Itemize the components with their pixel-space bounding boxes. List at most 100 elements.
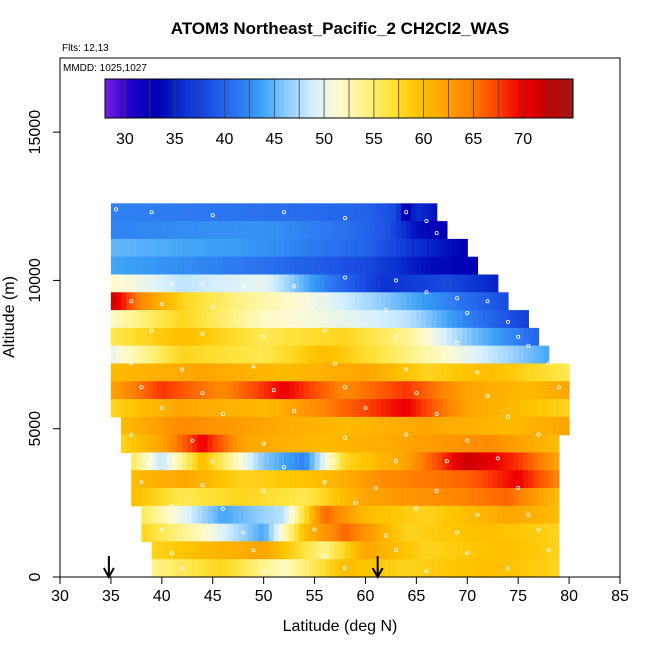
heatmap-cell [309,399,316,418]
heatmap-cell [161,381,168,400]
heatmap-cell [177,488,183,507]
heatmap-cell [156,452,163,471]
heatmap-cell [370,256,377,276]
heatmap-cell [360,399,367,418]
heatmap-cell [518,381,524,400]
heatmap-cell [523,416,529,436]
heatmap-cell [294,345,300,365]
colorbar-segment [155,79,161,118]
heatmap-cell [457,559,463,578]
heatmap-cell [431,452,438,471]
heatmap-cell [110,310,117,329]
heatmap-cell [553,559,560,578]
colorbar-segment [385,79,391,118]
heatmap-cell [477,559,484,578]
heatmap-cell [294,452,300,471]
heatmap-cell [126,203,132,222]
heatmap-cell [217,292,224,311]
heatmap-cell [345,488,351,507]
heatmap-cell [401,541,407,560]
heatmap-cell [233,363,239,382]
heatmap-cell [416,434,423,454]
heatmap-cell [457,434,463,454]
heatmap-cell [380,523,387,543]
sample-point [322,480,327,485]
heatmap-cell [406,470,412,489]
heatmap-cell [482,452,489,471]
heatmap-cell [248,345,255,365]
heatmap-cell [278,434,285,454]
heatmap-cell [365,327,372,347]
heatmap-cell [314,416,321,436]
heatmap-cell [212,488,219,507]
heatmap-cell [151,310,158,329]
heatmap-cell [141,523,148,543]
heatmap-cell [253,416,260,436]
heatmap-cell [558,363,565,382]
heatmap-cell [268,363,275,382]
heatmap-cell [273,327,280,347]
heatmap-cell [396,470,402,489]
heatmap-cell [319,434,326,454]
heatmap-cell [319,399,326,418]
heatmap-cell [360,256,367,276]
heatmap-cell [212,505,219,525]
heatmap-cell [263,310,270,329]
heatmap-cell [370,345,377,365]
heatmap-cell [172,434,178,454]
heatmap-cell [202,327,209,347]
heatmap-cell [263,203,270,222]
colorbar-segment [510,79,515,118]
heatmap-cell [436,381,443,400]
heatmap-cell [324,327,331,347]
heatmap-cell [508,470,514,489]
heatmap-cell [228,452,234,471]
heatmap-cell [273,203,280,222]
heatmap-cell [263,256,270,276]
sample-point [180,566,185,571]
heatmap-cell [334,310,341,329]
heatmap-cell [477,434,484,454]
colorbar-segment [389,79,395,118]
heatmap-cell [502,452,509,471]
sample-point [393,548,398,553]
heatmap-cell [177,470,183,489]
heatmap-cell [182,523,188,543]
heatmap-cell [151,523,158,543]
heatmap-cell [182,274,188,293]
heatmap-cell [304,381,311,400]
heatmap-cell [161,452,168,471]
sample-point [526,512,531,517]
heatmap-cell [161,292,168,311]
heatmap-cell [446,345,453,365]
heatmap-cell [217,434,224,454]
heatmap-cell [156,523,163,543]
heatmap-cell [319,381,326,400]
heatmap-cell [258,274,265,293]
heatmap-cell [523,363,529,382]
heatmap-cell [528,523,535,543]
heatmap-cell [156,274,163,293]
heatmap-cell [273,345,280,365]
heatmap-cell [462,434,468,454]
heatmap-cell [222,541,229,560]
heatmap-cell [248,203,255,222]
heatmap-cell [156,541,163,560]
heatmap-cell [472,452,479,471]
colorbar-segment [229,79,235,118]
heatmap-cell [126,381,132,400]
heatmap-cell [477,327,484,347]
colorbar-segment [264,79,270,118]
heatmap-cell [324,221,331,240]
heatmap-cell [182,292,188,311]
heatmap-cell [350,327,356,347]
heatmap-cell [396,327,402,347]
heatmap-cell [543,470,550,489]
sample-point [200,483,205,488]
heatmap-cell [131,434,137,454]
heatmap-cell [452,399,458,418]
heatmap-cell [273,238,280,258]
heatmap-cell [304,399,311,418]
heatmap-cell [477,523,484,543]
heatmap-cell [334,203,341,222]
